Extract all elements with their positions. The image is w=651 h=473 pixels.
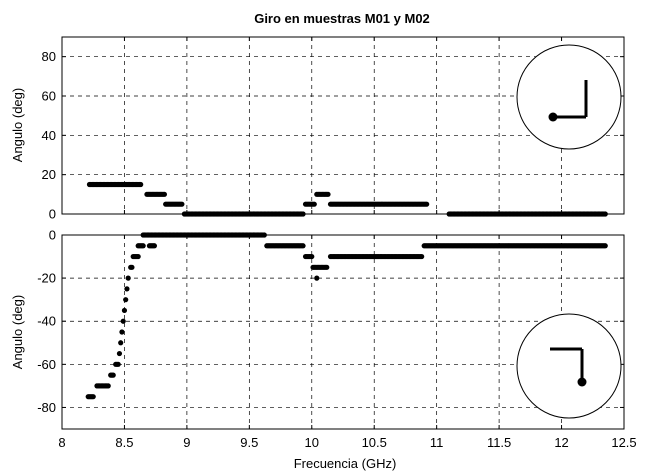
data-point — [135, 253, 141, 260]
data-point — [119, 329, 125, 335]
chart-title: Giro en muestras M01 y M02 — [254, 11, 430, 26]
rotation-down-icon — [516, 313, 622, 419]
bottom-data-points — [85, 232, 608, 400]
x-tick-label: 11 — [430, 435, 444, 450]
y-tick-label: 0 — [49, 228, 56, 243]
data-point — [124, 286, 130, 292]
data-point — [121, 307, 128, 314]
bottom-panel: 8 8.5 9 9.5 10 10.5 11 11.5 12 12.5 0 -20 -40 -60 -80… — [10, 228, 637, 472]
data-point — [90, 394, 96, 400]
x-tick-label: 10.5 — [362, 435, 387, 450]
data-point — [120, 318, 126, 324]
top-y-axis-label: Angulo (deg) — [10, 88, 25, 162]
data-point — [105, 383, 111, 389]
top-panel: 0 20 40 60 80 Angulo (deg) — [10, 36, 625, 222]
y-tick-label: 40 — [42, 128, 56, 143]
x-axis-label: Frecuencia (GHz) — [294, 456, 397, 471]
y-tick-label: 20 — [42, 167, 56, 182]
data-point — [424, 201, 430, 207]
bottom-plot-frame — [61, 234, 625, 430]
y-tick-label: -60 — [37, 357, 56, 372]
data-point — [125, 275, 131, 281]
x-tick-label: 9 — [183, 435, 190, 450]
data-point — [116, 350, 123, 357]
bottom-y-axis-label: Angulo (deg) — [10, 295, 25, 369]
data-point — [309, 253, 315, 260]
data-point — [325, 191, 331, 197]
data-point — [140, 243, 146, 249]
x-tick-label: 10 — [305, 435, 319, 450]
data-point — [419, 253, 425, 260]
data-point — [115, 361, 121, 367]
y-tick-label: -80 — [37, 400, 56, 415]
data-point — [151, 243, 158, 249]
data-point — [179, 201, 185, 207]
y-tick-label: 80 — [42, 49, 56, 64]
y-tick-label: 60 — [42, 89, 56, 104]
data-point — [324, 264, 330, 270]
rotation-up-icon — [516, 44, 622, 150]
x-tick-label: 12 — [554, 435, 568, 450]
top-grid — [62, 37, 624, 214]
data-point — [300, 243, 306, 249]
data-point — [314, 275, 320, 281]
x-tick-label: 8 — [58, 435, 65, 450]
y-tick-label: -40 — [37, 314, 56, 329]
x-tick-label: 12.5 — [611, 435, 636, 450]
top-y-ticks: 0 20 40 60 80 — [42, 49, 624, 222]
bottom-x-ticks: 8 8.5 9 9.5 10 10.5 11 11.5 12 12.5 — [58, 235, 637, 450]
data-point — [118, 340, 124, 346]
x-tick-label: 11.5 — [487, 435, 511, 450]
data-point — [138, 181, 144, 188]
x-tick-label: 9.5 — [240, 435, 258, 450]
data-point — [161, 191, 168, 197]
data-point — [123, 297, 129, 303]
data-point — [110, 372, 116, 378]
data-point — [311, 201, 317, 207]
data-point — [129, 264, 135, 270]
top-plot-frame — [61, 36, 625, 215]
data-point — [602, 243, 608, 249]
y-tick-label: 0 — [49, 207, 56, 222]
top-data-points — [86, 181, 608, 217]
top-x-ticks — [61, 37, 625, 214]
y-tick-label: -20 — [37, 271, 56, 286]
bottom-y-ticks: 0 -20 -40 -60 -80 — [37, 228, 624, 415]
x-tick-label: 8.5 — [115, 435, 133, 450]
